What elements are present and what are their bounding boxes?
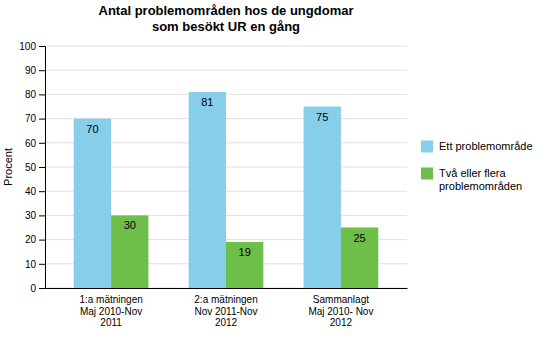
- tick-mark: [39, 191, 45, 192]
- tick: 0: [30, 283, 45, 294]
- data-label: 75: [316, 111, 328, 123]
- tick-label: 30: [25, 210, 37, 221]
- tick: SammanlagtMaj 2010- Nov2012: [308, 294, 373, 328]
- tick: 10: [25, 259, 45, 270]
- tick-mark: [39, 119, 45, 120]
- legend-label: Ett problemområde: [439, 140, 533, 152]
- legend-item: Två eller fleraproblemområden: [421, 167, 522, 192]
- bar: [304, 107, 341, 289]
- tick: 90: [25, 65, 45, 76]
- legend-item: Ett problemområde: [421, 140, 533, 153]
- x-axis: 1:a mätningenMaj 2010-Nov2011 2:a mätning…: [46, 289, 408, 329]
- tick-label: SammanlagtMaj 2010- Nov2012: [308, 294, 373, 328]
- tick-mark: [39, 167, 45, 168]
- tick-mark: [39, 240, 45, 241]
- tick-mark: [39, 143, 45, 144]
- tick: 30: [25, 210, 45, 221]
- data-label: 25: [353, 232, 365, 244]
- tick-mark: [39, 46, 45, 47]
- legend-swatch: [421, 141, 433, 153]
- bar: [226, 242, 263, 288]
- tick: 100: [19, 41, 45, 52]
- tick-mark: [39, 215, 45, 216]
- tick-label: 90: [25, 65, 37, 76]
- bar: [74, 119, 111, 288]
- tick-label: 60: [25, 138, 37, 149]
- bar: [341, 228, 378, 289]
- legend: Ett problemområde Två eller fleraproblemo…: [421, 140, 533, 192]
- tick: 2:a mätningenNov 2011-Nov2012: [194, 294, 257, 328]
- data-label: 81: [201, 96, 213, 108]
- tick-label: 1:a mätningenMaj 2010-Nov2011: [79, 294, 142, 328]
- grid-line: [45, 46, 407, 47]
- tick-label: 40: [25, 186, 37, 197]
- axis-title: Procent: [2, 148, 14, 186]
- tick: 1:a mätningenMaj 2010-Nov2011: [79, 294, 142, 328]
- chart: 70 81 75 30 19 25 0 10 20 30 40 50 60 70 80 90 100 1:a mä…: [0, 0, 547, 338]
- axis-line: [39, 47, 46, 289]
- tick-mark: [39, 264, 45, 265]
- legend-swatch: [421, 168, 433, 180]
- bars: [74, 92, 379, 288]
- bar: [111, 215, 148, 288]
- tick-label: 50: [25, 162, 37, 173]
- data-label: 70: [86, 123, 98, 135]
- tick: 70: [25, 113, 45, 124]
- tick-label: 100: [19, 41, 36, 52]
- tick: 20: [25, 234, 45, 245]
- title: Antal problemområden hos de ungdomarsom …: [99, 3, 354, 34]
- data-label: 30: [124, 219, 136, 231]
- y-axis: 0 10 20 30 40 50 60 70 80 90 100: [19, 41, 45, 294]
- tick-label: 20: [25, 234, 37, 245]
- data-labels: 70 81 75 30 19 25: [86, 96, 365, 258]
- axis-line: [46, 288, 408, 289]
- tick: 50: [25, 162, 45, 173]
- tick-label: 0: [30, 283, 36, 294]
- tick-label: 70: [25, 113, 37, 124]
- bar: [189, 92, 226, 288]
- tick: 40: [25, 186, 45, 197]
- tick: 60: [25, 138, 45, 149]
- grid-line: [45, 70, 407, 71]
- tick-label: 2:a mätningenNov 2011-Nov2012: [194, 294, 257, 328]
- plot: 70 81 75 30 19 25 0 10 20 30 40 50 60 70 80 90 100 1:a mä…: [2, 41, 408, 328]
- tick-mark: [39, 288, 45, 289]
- tick-label: 80: [25, 89, 37, 100]
- tick-mark: [39, 94, 45, 95]
- tick-mark: [39, 70, 45, 71]
- data-label: 19: [239, 246, 251, 258]
- grid: [45, 46, 407, 288]
- tick-label: 10: [25, 259, 37, 270]
- legend-label: Två eller fleraproblemområden: [439, 167, 522, 192]
- tick: 80: [25, 89, 45, 100]
